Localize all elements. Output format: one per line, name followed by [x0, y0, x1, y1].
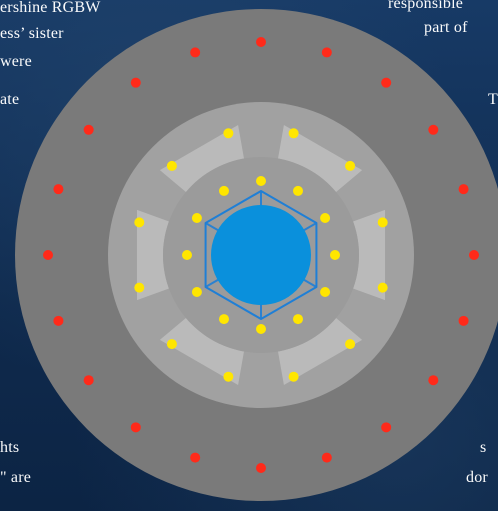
red-dot-17 [53, 184, 64, 195]
yellow-dot-outer-10 [134, 217, 145, 228]
segment-2 [347, 209, 386, 301]
yellow-dot-outer-2 [345, 160, 356, 171]
red-dot-19 [130, 77, 141, 88]
yellow-dot-inner-3 [320, 213, 331, 223]
yellow-dot-inner-2 [293, 185, 303, 196]
segment-5 [136, 209, 175, 301]
segment-ring [136, 125, 386, 385]
center-disc [211, 205, 311, 305]
yellow-dot-inner-5 [320, 287, 331, 297]
yellow-dot-outer-7 [223, 371, 234, 382]
yellow-dot-outer-12 [223, 128, 234, 139]
red-dot-15 [53, 315, 64, 326]
yellow-dot-inner-6 [293, 314, 303, 325]
red-dot-12 [190, 452, 201, 463]
red-dot-4 [428, 124, 439, 135]
yellow-dot-outer-1 [288, 128, 299, 139]
red-dot-10 [321, 452, 332, 463]
yellow-dot-outer-4 [377, 282, 388, 293]
red-dot-2 [321, 47, 332, 58]
yellow-dot-inner-4 [330, 250, 340, 260]
segment-1 [276, 125, 363, 196]
red-dot-11 [256, 463, 266, 473]
yellow-dot-outer-8 [166, 339, 177, 350]
yellow-dot-outer-11 [166, 160, 177, 171]
yellow-dot-ring-inner [182, 176, 340, 334]
red-dot-6 [469, 250, 479, 260]
red-dot-5 [458, 184, 469, 195]
red-dot-3 [381, 77, 392, 88]
segment-6 [159, 125, 246, 196]
red-dot-8 [428, 375, 439, 386]
yellow-dot-outer-3 [377, 217, 388, 228]
segment-4 [159, 314, 246, 385]
red-dot-ring [43, 37, 479, 473]
yellow-dot-outer-6 [288, 371, 299, 382]
yellow-dot-inner-8 [219, 314, 229, 325]
yellow-dot-inner-1 [256, 176, 266, 186]
red-dot-1 [256, 37, 266, 47]
yellow-dot-inner-12 [219, 185, 229, 196]
yellow-dot-inner-7 [256, 324, 266, 334]
red-dot-13 [130, 422, 141, 433]
red-dot-16 [43, 250, 53, 260]
red-dot-18 [83, 124, 94, 135]
red-dot-14 [83, 375, 94, 386]
yellow-dot-inner-11 [191, 213, 202, 223]
yellow-dot-outer-9 [134, 282, 145, 293]
red-dot-9 [381, 422, 392, 433]
red-dot-20 [190, 47, 201, 58]
yellow-dot-inner-9 [191, 287, 202, 297]
yellow-dot-ring-outer [134, 128, 388, 382]
yellow-dot-outer-5 [345, 339, 356, 350]
segment-3 [276, 314, 363, 385]
red-dot-7 [458, 315, 469, 326]
yellow-dot-inner-10 [182, 250, 192, 260]
